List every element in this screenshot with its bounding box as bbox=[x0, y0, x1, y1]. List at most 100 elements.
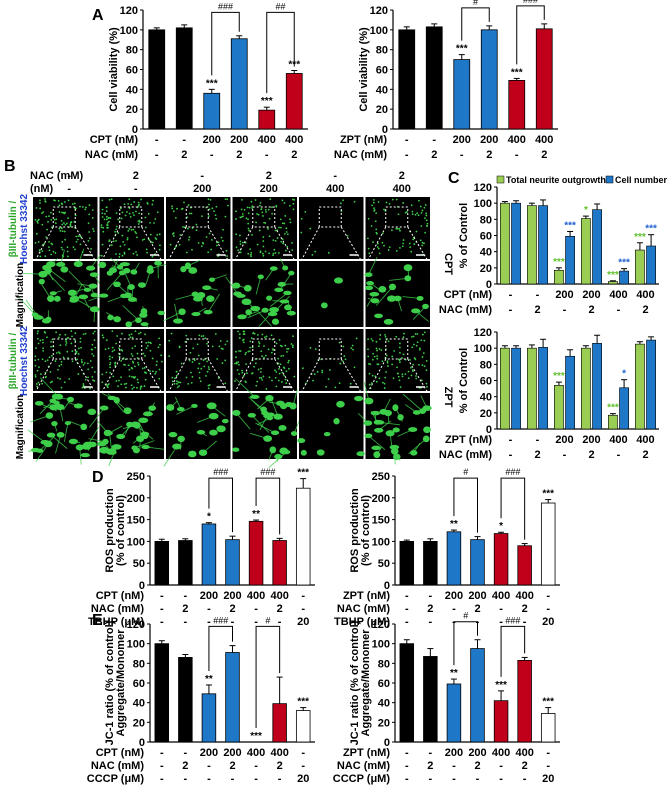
cell bbox=[170, 332, 173, 335]
cell bbox=[106, 270, 114, 276]
cell bbox=[55, 218, 58, 221]
cell bbox=[215, 217, 218, 220]
condition-value: - bbox=[499, 773, 503, 785]
cell bbox=[239, 251, 242, 254]
cell bbox=[224, 215, 227, 218]
bar-neurite bbox=[608, 281, 618, 285]
cell bbox=[48, 241, 50, 243]
cell bbox=[238, 333, 241, 336]
cell bbox=[54, 199, 56, 202]
cell bbox=[50, 340, 52, 343]
cell bbox=[226, 198, 229, 201]
cell bbox=[77, 373, 80, 375]
cell bbox=[385, 201, 388, 204]
cell bbox=[88, 441, 97, 448]
bar-cell-number bbox=[511, 347, 521, 430]
cell bbox=[262, 252, 264, 255]
cell bbox=[235, 361, 238, 364]
cell bbox=[200, 335, 203, 338]
significance-stars: *** bbox=[288, 59, 300, 70]
cell bbox=[57, 199, 60, 202]
neurite bbox=[35, 443, 49, 462]
micrograph-tile bbox=[232, 197, 297, 262]
cell bbox=[276, 237, 279, 239]
condition-value: 2 bbox=[431, 149, 437, 161]
cell bbox=[54, 360, 57, 362]
cell bbox=[143, 238, 146, 241]
cell bbox=[79, 337, 82, 340]
condition-value: - bbox=[429, 616, 433, 628]
y-tick-label: 0 bbox=[486, 424, 492, 436]
cell bbox=[291, 249, 294, 251]
zoom-line bbox=[340, 358, 362, 394]
neurite bbox=[38, 314, 47, 322]
cell bbox=[188, 236, 191, 239]
nac-value: - bbox=[67, 170, 71, 182]
cell bbox=[420, 379, 423, 382]
bar bbox=[453, 59, 471, 130]
significance-bracket bbox=[255, 477, 281, 535]
condition-value: - bbox=[499, 616, 503, 628]
cell bbox=[119, 262, 130, 267]
cell bbox=[250, 252, 253, 254]
bar-neurite bbox=[527, 205, 537, 285]
cell bbox=[117, 218, 120, 221]
cell bbox=[261, 355, 263, 357]
micrograph-tile bbox=[357, 382, 432, 465]
y-tick-label: 60 bbox=[126, 65, 138, 77]
cell bbox=[208, 383, 211, 386]
y-tick-label: 0 bbox=[384, 737, 390, 749]
cell bbox=[200, 367, 203, 370]
neurite bbox=[106, 272, 123, 291]
zoom-line bbox=[167, 226, 187, 262]
y-tick-label: 20 bbox=[133, 717, 145, 729]
cell bbox=[247, 412, 256, 418]
cell bbox=[285, 231, 288, 233]
bar bbox=[154, 541, 170, 586]
condition-value: - bbox=[207, 773, 211, 785]
cell bbox=[339, 202, 342, 205]
cell bbox=[425, 214, 428, 217]
cell bbox=[108, 198, 111, 201]
y-tick-label: 60 bbox=[376, 65, 388, 77]
cell bbox=[41, 250, 44, 253]
cell bbox=[371, 445, 381, 451]
legend-swatch-neurite bbox=[496, 175, 505, 184]
cell bbox=[113, 349, 116, 352]
y-tick-label: 120 bbox=[474, 327, 492, 339]
cell bbox=[384, 336, 387, 338]
condition-value: 20 bbox=[542, 773, 554, 785]
y-tick-label: 20 bbox=[126, 104, 138, 116]
cell bbox=[108, 239, 111, 242]
cell bbox=[367, 217, 370, 220]
micrograph-tile bbox=[225, 258, 297, 327]
significance-bracket bbox=[516, 5, 545, 65]
y-axis-label: JC-1 ratio (% of control) bbox=[349, 620, 361, 745]
cell bbox=[267, 227, 269, 230]
significance-stars: *** bbox=[618, 258, 630, 269]
cell bbox=[251, 372, 254, 374]
y-axis-label-2: Aggregate/Monomer bbox=[115, 629, 127, 737]
cell bbox=[203, 309, 213, 315]
significance-stars: *** bbox=[607, 403, 619, 414]
cell bbox=[398, 379, 401, 382]
cell bbox=[371, 204, 374, 207]
bar bbox=[178, 657, 193, 743]
cell bbox=[312, 379, 314, 382]
bar bbox=[258, 109, 276, 130]
cell bbox=[137, 363, 140, 366]
cell bbox=[64, 223, 67, 226]
cell bbox=[145, 372, 147, 375]
condition-value: - bbox=[546, 603, 550, 615]
cell bbox=[111, 330, 114, 333]
zoom-line bbox=[101, 226, 121, 262]
bracket-label: ### bbox=[213, 467, 228, 477]
cell bbox=[92, 230, 95, 233]
cell bbox=[386, 361, 389, 364]
chart-C_top bbox=[494, 186, 659, 285]
cell bbox=[100, 224, 103, 227]
cell bbox=[404, 373, 407, 375]
cell bbox=[410, 450, 418, 456]
cell bbox=[364, 433, 373, 439]
condition-value: 20 bbox=[297, 616, 309, 628]
